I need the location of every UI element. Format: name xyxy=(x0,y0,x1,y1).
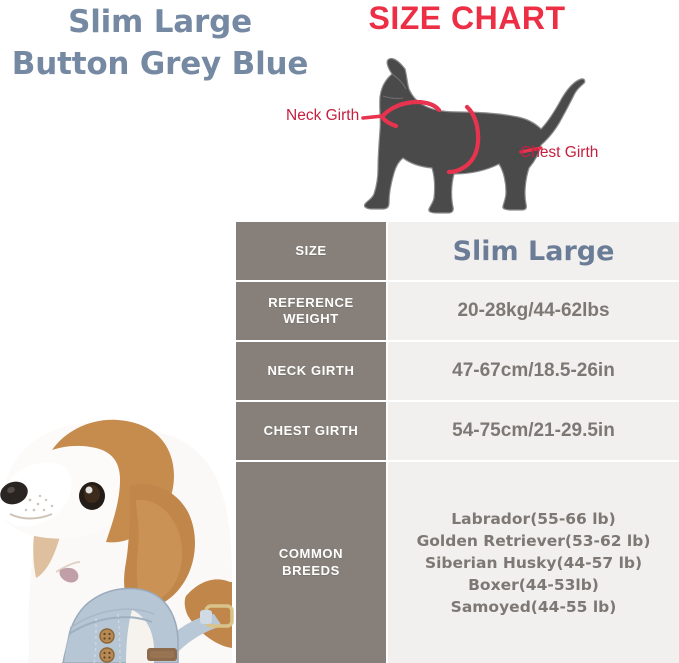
row-value-size: Slim Large xyxy=(388,222,679,280)
product-title: Slim Large Button Grey Blue xyxy=(0,2,320,86)
brand-tag-icon xyxy=(147,648,177,661)
neck-girth-line xyxy=(379,99,442,120)
row-label-common-breeds-line2: BREEDS xyxy=(282,562,340,578)
beagle-with-harness-image xyxy=(0,218,236,663)
row-label-reference-weight-line2: WEIGHT xyxy=(283,311,339,326)
dog-silhouette-icon xyxy=(361,57,586,214)
product-title-line2: Button Grey Blue xyxy=(11,45,309,82)
breed-item: Labrador(55-66 lb) xyxy=(451,509,616,528)
neck-girth-label: Neck Girth xyxy=(286,107,360,124)
row-value-neck-girth: 47-67cm/18.5-26in xyxy=(388,342,679,400)
product-title-line1: Slim Large xyxy=(68,4,252,40)
row-label-size: SIZE xyxy=(236,222,386,280)
size-chart-heading: SIZE CHART xyxy=(368,0,566,36)
neck-leader-line xyxy=(361,114,385,120)
row-label-chest-girth: CHEST GIRTH xyxy=(236,402,386,460)
table-row-chest-girth: CHEST GIRTH 54-75cm/21-29.5in xyxy=(236,402,679,460)
row-value-common-breeds: Labrador(55-66 lb) Golden Retriever(53-6… xyxy=(388,462,679,663)
row-value-chest-girth: 54-75cm/21-29.5in xyxy=(388,402,679,460)
breed-item: Samoyed(44-55 lb) xyxy=(450,597,617,616)
chest-girth-line xyxy=(458,104,481,172)
chest-leader-line xyxy=(519,146,543,154)
row-label-neck-girth: NECK GIRTH xyxy=(236,342,386,400)
harness-button-icon-2 xyxy=(99,647,115,663)
table-row-size: SIZE Slim Large xyxy=(236,222,679,280)
row-label-reference-weight: REFERENCE WEIGHT xyxy=(236,282,386,340)
table-row-common-breeds: COMMON BREEDS Labrador(55-66 lb) Golden … xyxy=(236,462,679,663)
row-label-reference-weight-line1: REFERENCE xyxy=(268,294,354,310)
breed-item: Golden Retriever(53-62 lb) xyxy=(416,531,651,550)
breed-item: Siberian Husky(44-57 lb) xyxy=(424,553,643,572)
table-row-neck-girth: NECK GIRTH 47-67cm/18.5-26in xyxy=(236,342,679,400)
row-value-reference-weight: 20-28kg/44-62lbs xyxy=(388,282,679,340)
product-photo xyxy=(0,218,236,663)
measurement-diagram: Neck Girth Chest Girth xyxy=(275,52,679,217)
chest-girth-label: Chest Girth xyxy=(520,144,599,161)
harness-button-icon xyxy=(99,628,115,644)
row-label-common-breeds-line1: COMMON xyxy=(278,546,344,562)
table-row-reference-weight: REFERENCE WEIGHT 20-28kg/44-62lbs xyxy=(236,282,679,340)
row-label-common-breeds: COMMON BREEDS xyxy=(236,462,386,663)
size-table: SIZE Slim Large REFERENCE WEIGHT 20-28kg… xyxy=(236,222,679,663)
breed-item: Boxer(44-53lb) xyxy=(468,575,599,594)
